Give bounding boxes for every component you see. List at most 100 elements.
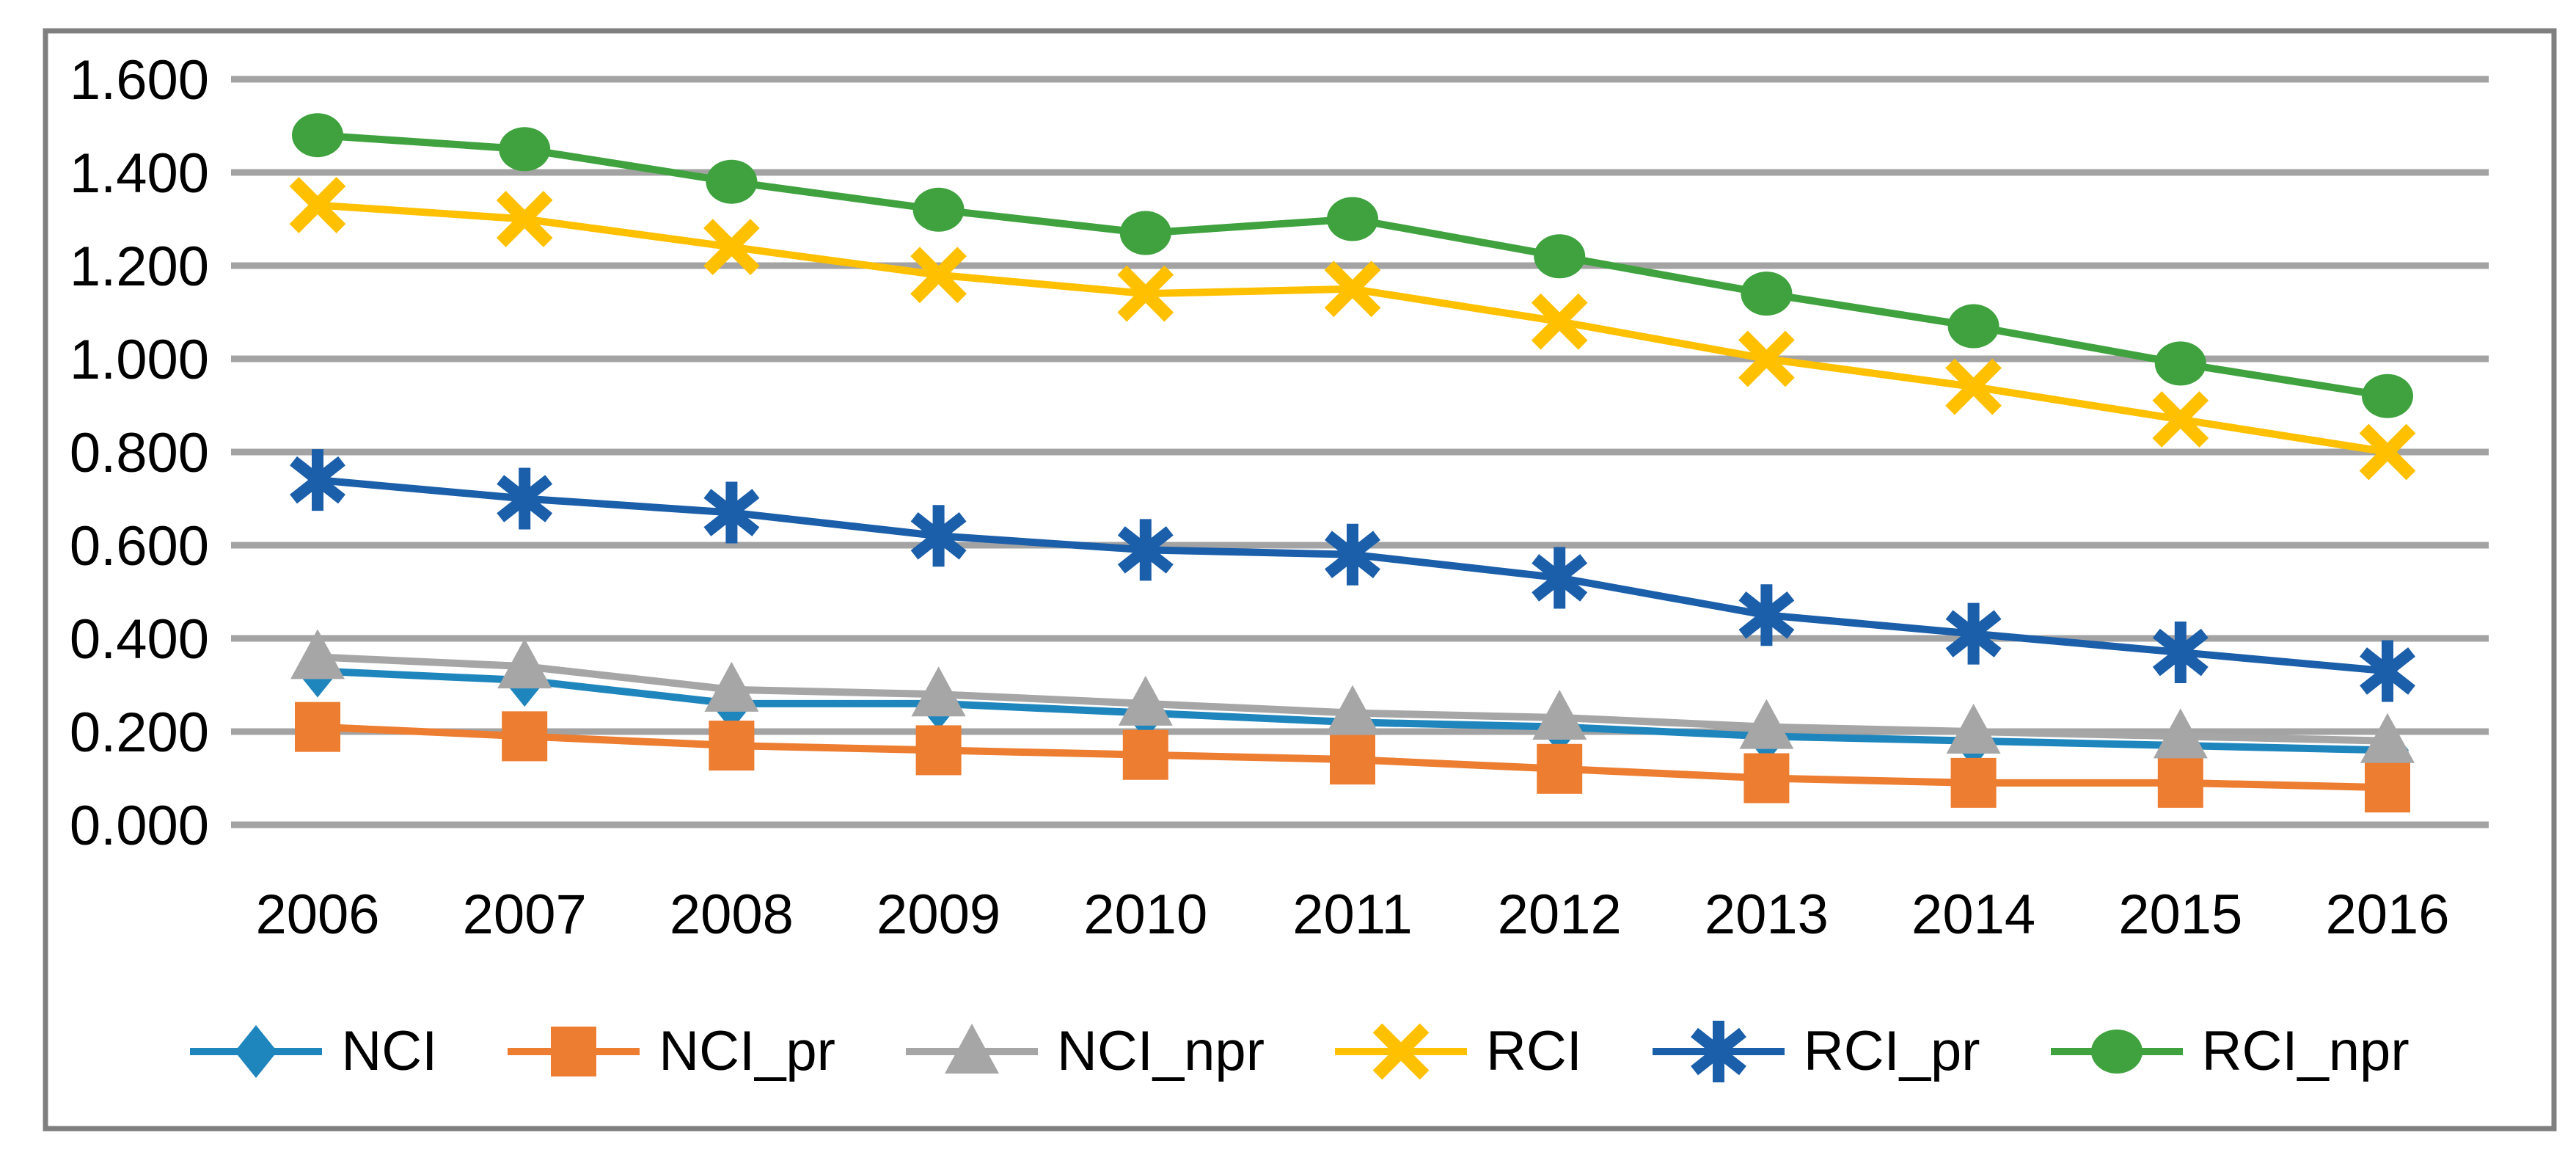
x-tick-label: 2007 — [463, 883, 587, 946]
y-tick-label: 1.600 — [70, 49, 209, 112]
series-marker-circle — [499, 127, 551, 172]
series-marker-x — [2152, 391, 2209, 448]
series-marker-square — [551, 1027, 597, 1076]
legend-marker-square — [508, 1027, 640, 1076]
legend-marker-circle — [2050, 1030, 2183, 1074]
series-marker-x — [496, 191, 553, 247]
series-marker-square — [1743, 753, 1790, 804]
series-RCI — [289, 177, 2416, 481]
y-tick-label: 0.000 — [70, 795, 209, 857]
series-marker-square — [915, 725, 962, 776]
series-RCI_npr — [292, 113, 2413, 418]
x-tick-label: 2012 — [1498, 883, 1622, 946]
series-marker-circle — [2362, 374, 2413, 418]
series-marker-circle — [706, 159, 758, 204]
x-tick-label: 2010 — [1083, 883, 1207, 946]
series-marker-square — [709, 721, 755, 771]
legend-label: NCI_pr — [659, 1020, 835, 1082]
figure-border — [43, 28, 2557, 1132]
y-tick-label: 0.200 — [70, 702, 209, 764]
legend-item-NCI_npr: NCI_npr — [906, 1016, 1265, 1087]
series-marker-triangle — [2153, 708, 2208, 759]
series-marker-triangle — [911, 666, 966, 717]
series-marker-x — [1372, 1023, 1430, 1080]
series-marker-circle — [1327, 197, 1378, 241]
series-NCI_pr — [295, 702, 2410, 813]
series-marker-square — [2157, 757, 2203, 808]
series-marker-diamond — [235, 1025, 278, 1078]
legend-item-NCI_pr: NCI_pr — [508, 1016, 835, 1087]
series-marker-x — [1945, 358, 2002, 415]
series-RCI_pr — [290, 449, 2415, 702]
series-marker-circle — [1947, 304, 1999, 349]
x-tick-label: 2016 — [2325, 883, 2449, 946]
series-marker-star6 — [1532, 547, 1588, 609]
series-marker-star6 — [2360, 640, 2415, 702]
series-marker-triangle — [1946, 704, 2001, 754]
x-tick-label: 2015 — [2118, 883, 2242, 946]
y-tick-label: 1.400 — [70, 142, 209, 205]
legend-label: RCI_pr — [1803, 1020, 1980, 1082]
series-marker-square — [2365, 762, 2410, 813]
legend-item-RCI: RCI — [1335, 1016, 1582, 1087]
series-marker-triangle — [1532, 689, 1587, 740]
legend-item-NCI: NCI — [190, 1016, 437, 1087]
legend-marker-x — [1335, 1023, 1467, 1080]
series-marker-x — [703, 219, 760, 275]
series-marker-x — [1531, 293, 1588, 350]
x-tick-label: 2009 — [877, 883, 1000, 946]
series-marker-star6 — [2152, 622, 2209, 684]
x-tick-label: 2014 — [1911, 883, 2035, 946]
x-tick-label: 2008 — [670, 883, 794, 946]
series-marker-star6 — [1945, 602, 2002, 665]
x-tick-label: 2006 — [255, 883, 379, 946]
series-marker-triangle — [1325, 685, 1380, 735]
x-tick-label: 2013 — [1705, 883, 1829, 946]
series-marker-star6 — [1738, 584, 1795, 646]
y-tick-label: 0.600 — [70, 515, 209, 578]
series-marker-square — [1950, 757, 1997, 808]
legend-marker-star6 — [1652, 1021, 1785, 1082]
series-marker-x — [1117, 265, 1174, 322]
series-marker-x — [910, 247, 967, 304]
series-marker-square — [295, 702, 340, 752]
legend-item-RCI_npr: RCI_npr — [2050, 1016, 2409, 1087]
legend-label: RCI — [1486, 1020, 1582, 1082]
series-marker-star6 — [1117, 519, 1174, 581]
chart-legend: NCI NCI_pr NCI_npr RCI RCI_pr RCI_npr — [45, 1004, 2554, 1099]
legend-label: NCI — [341, 1020, 438, 1082]
series-marker-x — [2359, 423, 2416, 481]
series-marker-circle — [2090, 1030, 2143, 1074]
series-marker-star6 — [910, 505, 967, 567]
series-marker-star6 — [497, 467, 553, 530]
legend-marker-diamond — [190, 1025, 323, 1078]
series-marker-x — [289, 177, 346, 233]
legend-label: RCI_npr — [2201, 1020, 2409, 1082]
series-marker-triangle — [945, 1024, 999, 1074]
series-marker-triangle — [1118, 675, 1173, 726]
series-marker-square — [1330, 735, 1375, 785]
series-marker-circle — [292, 113, 343, 158]
series-marker-x — [1324, 260, 1381, 318]
series-marker-triangle — [497, 638, 552, 689]
series-marker-star6 — [290, 449, 345, 511]
y-tick-label: 0.400 — [70, 608, 209, 671]
series-marker-square — [1537, 743, 1583, 794]
series-marker-circle — [2154, 341, 2206, 386]
series-NCI_npr — [290, 629, 2415, 763]
series-marker-triangle — [290, 629, 345, 679]
series-marker-circle — [912, 187, 965, 232]
series-marker-triangle — [1739, 699, 1794, 749]
series-marker-star6 — [1690, 1021, 1746, 1082]
legend-item-RCI_pr: RCI_pr — [1652, 1016, 1980, 1087]
series-marker-circle — [1741, 272, 1793, 316]
y-tick-label: 1.200 — [70, 236, 209, 298]
series-marker-square — [502, 711, 548, 762]
legend-label: NCI_npr — [1057, 1020, 1265, 1082]
series-marker-triangle — [2360, 713, 2415, 763]
series-marker-circle — [1119, 211, 1171, 255]
series-marker-circle — [1534, 234, 1586, 279]
y-tick-label: 0.800 — [70, 422, 209, 484]
